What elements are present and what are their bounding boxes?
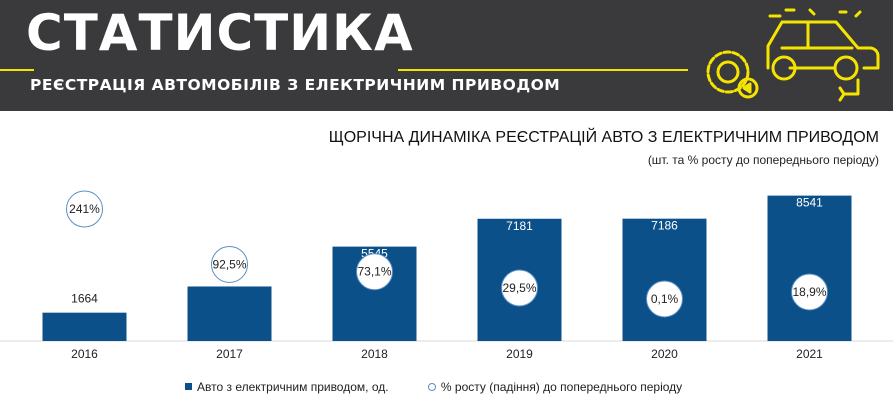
legend-circle-icon [427,383,436,391]
bar-value-label-2020: 7186 [651,219,678,233]
x-tick-label-2020: 2020 [651,347,678,361]
growth-label-2021: 18,9% [792,285,826,299]
x-tick-label-2017: 2017 [216,347,243,361]
header-banner: СТАТИСТИКА РЕЄСТРАЦІЯ АВТОМОБІЛІВ З ЕЛЕК… [0,0,893,111]
growth-circle-2017 [211,245,248,283]
bar-2016 [42,312,127,341]
growth-label-2016: 241% [69,202,100,216]
x-tick-label-2018: 2018 [361,347,388,361]
bar-value-label-2016: 1664 [71,292,98,306]
growth-circle-2020 [646,280,683,318]
growth-label-2018: 73,1% [357,265,391,279]
growth-label-2020: 0,1% [651,292,679,306]
legend-label-count: Авто з електричним приводом, од. [197,380,389,394]
legend-item-growth: % росту (падіння) до попереднього період… [427,380,683,394]
page-subtitle: РЕЄСТРАЦІЯ АВТОМОБІЛІВ З ЕЛЕКТРИЧНИМ ПРИ… [30,76,561,94]
bar-value-label-2019: 7181 [506,219,533,233]
bar-2017 [187,286,272,341]
bar-value-label-2021: 8541 [796,196,823,210]
title-underline-right [398,69,688,71]
bar-2020 [622,218,707,341]
page-title: СТАТИСТИКА [26,4,414,62]
chart-title: ЩОРІЧНА ДИНАМІКА РЕЄСТРАЦІЙ АВТО З ЕЛЕКТ… [328,129,879,146]
growth-circle-2018 [356,253,393,291]
legend-item-count: Авто з електричним приводом, од. [185,380,389,394]
legend-bar-swatch-icon [185,383,192,390]
legend: Авто з електричним приводом, од. % росту… [185,380,718,394]
growth-circle-2016 [66,190,103,228]
x-tick-label-2021: 2021 [796,347,823,361]
growth-circle-2019 [501,269,538,307]
electric-car-gear-icon [706,8,880,102]
chart-subtitle: (шт. та % росту до попереднього періоду) [647,153,879,167]
x-tick-label-2019: 2019 [506,347,533,361]
bar-chart: 1664241%2016320392,5%2017554573,1%201871… [0,190,893,361]
title-underline-left [0,69,34,71]
bar-2021 [767,195,852,341]
legend-label-growth: % росту (падіння) до попереднього період… [440,380,683,394]
x-tick-label-2016: 2016 [71,347,98,361]
growth-label-2017: 92,5% [212,257,246,271]
growth-label-2019: 29,5% [502,281,536,295]
growth-circle-2021 [791,273,828,311]
